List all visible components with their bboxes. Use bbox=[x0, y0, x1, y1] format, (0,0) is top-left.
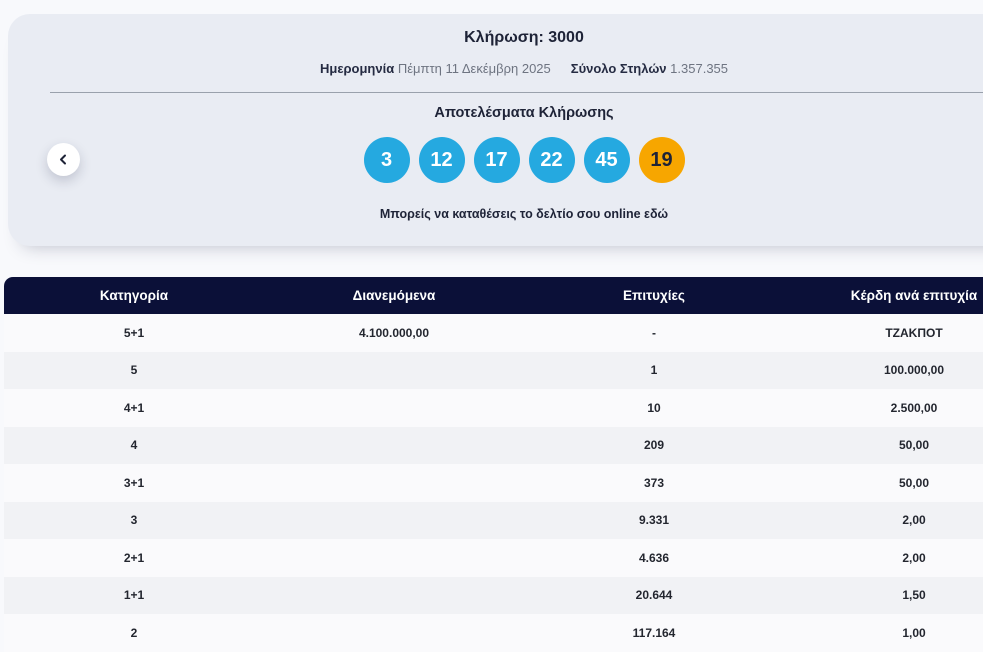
cell-prize: 1,00 bbox=[902, 625, 926, 640]
cell-category: 2 bbox=[130, 625, 138, 640]
drawn-number-ball: 45 bbox=[583, 137, 630, 183]
cell-prize: 2,00 bbox=[902, 550, 926, 565]
table-row: 3 9.331 2,00 bbox=[4, 501, 983, 539]
total-columns-label: Σύνολο Στηλών bbox=[570, 61, 667, 76]
drawn-number-ball: 22 bbox=[528, 137, 575, 183]
previous-draw-button[interactable] bbox=[47, 143, 80, 176]
cell-winners: 4.636 bbox=[638, 550, 670, 565]
drawn-number-ball: 12 bbox=[418, 137, 465, 183]
cell-category: 5 bbox=[130, 363, 138, 378]
cell-winners: 373 bbox=[643, 475, 665, 490]
draw-title: Κλήρωση: 3000 bbox=[464, 29, 584, 46]
draw-date-label: Ημερομηνία bbox=[319, 61, 395, 76]
column-header-prize: Κέρδη ανά επιτυχία bbox=[850, 288, 978, 303]
cell-winners: 1 bbox=[650, 363, 658, 378]
total-columns-value: 1.357.355 bbox=[670, 61, 729, 76]
cell-prize: 50,00 bbox=[898, 438, 930, 453]
cell-winners: 10 bbox=[647, 400, 661, 415]
card-divider bbox=[50, 92, 983, 93]
cell-prize: 2.500,00 bbox=[890, 400, 938, 415]
cell-winners: 20.644 bbox=[635, 588, 673, 603]
draw-results-card: Κλήρωση: 3000 Ημερομηνία Πέμπτη 11 Δεκέμ… bbox=[8, 14, 983, 246]
drawn-number-ball: 17 bbox=[473, 137, 520, 183]
submit-online-link[interactable]: Μπορείς να καταθέσεις το δελτίο σου onli… bbox=[379, 207, 669, 221]
cell-category: 4 bbox=[130, 438, 138, 453]
cell-winners: 209 bbox=[643, 438, 665, 453]
column-header-winners: Επιτυχίες bbox=[623, 288, 685, 303]
cell-category: 1+1 bbox=[123, 588, 145, 603]
chevron-left-icon bbox=[58, 154, 69, 165]
cell-prize: 100.000,00 bbox=[883, 363, 945, 378]
table-row: 1+1 20.644 1,50 bbox=[4, 576, 983, 614]
column-header-category: Κατηγορία bbox=[99, 288, 169, 303]
drawn-number-ball: 3 bbox=[363, 137, 410, 183]
cell-prize: 2,00 bbox=[902, 513, 926, 528]
cell-prize: ΤΖΑΚΠΟΤ bbox=[885, 325, 943, 340]
table-row: 5+1 4.100.000,00 - ΤΖΑΚΠΟΤ bbox=[4, 314, 983, 352]
table-row: 3+1 373 50,00 bbox=[4, 464, 983, 502]
total-columns: Σύνολο Στηλών 1.357.355 bbox=[571, 61, 728, 76]
cell-category: 5+1 bbox=[123, 325, 145, 340]
draw-date-value: Πέμπτη 11 Δεκέμβρη 2025 bbox=[397, 61, 551, 76]
draw-date: Ημερομηνία Πέμπτη 11 Δεκέμβρη 2025 bbox=[320, 61, 551, 76]
table-row: 2 117.164 1,00 bbox=[4, 614, 983, 652]
cell-winners: 9.331 bbox=[638, 513, 670, 528]
cell-category: 2+1 bbox=[123, 550, 145, 565]
table-row: 4+1 10 2.500,00 bbox=[4, 389, 983, 427]
cell-winners: 117.164 bbox=[632, 625, 676, 640]
table-row: 5 1 100.000,00 bbox=[4, 351, 983, 389]
cell-winners: - bbox=[652, 325, 656, 340]
cell-prize: 50,00 bbox=[898, 475, 930, 490]
cell-distributed: 4.100.000,00 bbox=[358, 325, 430, 340]
prize-table: Κατηγορία Διανεμόμενα Επιτυχίες Κέρδη αν… bbox=[4, 277, 983, 652]
cell-category: 3 bbox=[130, 513, 138, 528]
column-header-distributed: Διανεμόμενα bbox=[352, 288, 436, 303]
bonus-number-ball: 19 bbox=[638, 137, 685, 183]
draw-meta: Ημερομηνία Πέμπτη 11 Δεκέμβρη 2025 Σύνολ… bbox=[8, 61, 983, 76]
prize-table-header: Κατηγορία Διανεμόμενα Επιτυχίες Κέρδη αν… bbox=[4, 277, 983, 314]
cell-category: 3+1 bbox=[123, 475, 145, 490]
cell-prize: 1,50 bbox=[902, 588, 926, 603]
cell-category: 4+1 bbox=[123, 400, 145, 415]
table-row: 4 209 50,00 bbox=[4, 426, 983, 464]
table-row: 2+1 4.636 2,00 bbox=[4, 539, 983, 577]
results-heading: Αποτελέσματα Κλήρωσης bbox=[434, 105, 614, 121]
drawn-numbers: 3 12 17 22 45 19 bbox=[8, 137, 983, 183]
